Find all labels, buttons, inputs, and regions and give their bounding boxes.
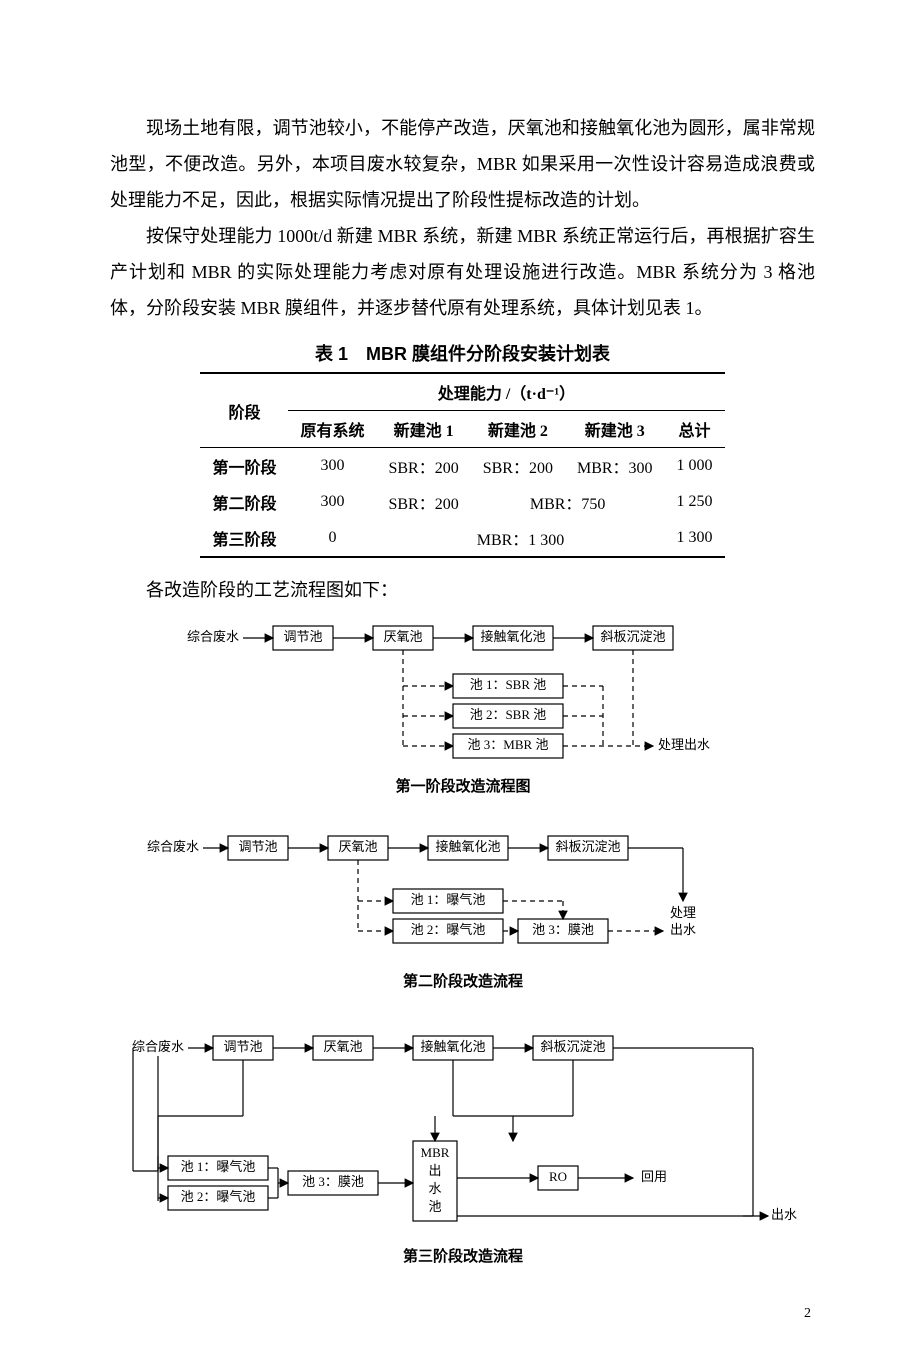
col-orig: 原有系统 — [288, 411, 376, 448]
table-row: 第一阶段 300 SBR：200 SBR：200 MBR：300 1 000 — [200, 448, 724, 485]
label-outflow: 出水 — [771, 1207, 797, 1222]
box-contact-ox: 接触氧化池 — [420, 1039, 485, 1054]
paragraph-2: 按保守处理能力 1000t/d 新建 MBR 系统，新建 MBR 系统正常运行后… — [110, 218, 815, 326]
box-ro: RO — [548, 1169, 566, 1184]
col-p1: 新建池 1 — [376, 411, 470, 448]
stage1-caption: 第一阶段改造流程图 — [395, 777, 530, 795]
box-incline-sed: 斜板沉淀池 — [600, 629, 665, 644]
label-wastewater: 综合废水 — [131, 1039, 183, 1054]
box-mbr-out-pool: MBR — [420, 1145, 449, 1160]
col-total: 总计 — [665, 411, 725, 448]
box-pool2-aer: 池 2：曝气池 — [180, 1189, 255, 1204]
svg-text:水: 水 — [428, 1181, 441, 1196]
box-anaerobic: 厌氧池 — [383, 629, 422, 644]
paragraph-1: 现场土地有限，调节池较小，不能停产改造，厌氧池和接触氧化池为圆形，属非常规池型，… — [110, 110, 815, 218]
col-p3: 新建池 3 — [565, 411, 665, 448]
stage2-caption: 第二阶段改造流程 — [402, 972, 522, 990]
paragraph-3: 各改造阶段的工艺流程图如下： — [110, 572, 815, 608]
box-incline-sed: 斜板沉淀池 — [540, 1039, 605, 1054]
box-anaerobic: 厌氧池 — [338, 839, 377, 854]
label-out: 出水 — [669, 922, 695, 937]
box-pool1-sbr: 池 1：SBR 池 — [469, 677, 546, 692]
label-treated-out: 处理出水 — [658, 737, 710, 752]
stage1-flowchart: 综合废水 调节池 厌氧池 接触氧化池 斜板沉淀池 池 1：SBR 池 池 2：S… — [143, 616, 783, 826]
svg-text:池: 池 — [428, 1199, 441, 1214]
stage2-flowchart: 综合废水 调节池 厌氧池 接触氧化池 斜板沉淀池 池 1：曝气池 池 2：曝气池… — [123, 826, 803, 1026]
box-pool2-aer: 池 2：曝气池 — [410, 922, 485, 937]
stage3-caption: 第三阶段改造流程 — [402, 1247, 522, 1265]
box-contact-ox: 接触氧化池 — [435, 839, 500, 854]
box-incline-sed: 斜板沉淀池 — [555, 839, 620, 854]
box-regulation: 调节池 — [223, 1039, 262, 1054]
col-stage-header: 阶段 — [200, 373, 288, 448]
stage3-flowchart: 综合废水 调节池 厌氧池 接触氧化池 斜板沉淀池 池 1：曝气池 池 2：曝气池… — [113, 1026, 813, 1286]
table-row: 第二阶段 300 SBR：200 MBR：750 1 250 — [200, 484, 724, 520]
box-pool3-mem: 池 3：膜池 — [532, 922, 594, 937]
table-title: 表 1 MBR 膜组件分阶段安装计划表 — [110, 340, 815, 366]
label-reuse: 回用 — [641, 1169, 667, 1184]
box-pool1-aer: 池 1：曝气池 — [410, 892, 485, 907]
label-treat: 处理 — [669, 905, 695, 920]
box-regulation: 调节池 — [283, 629, 322, 644]
table-row: 第三阶段 0 MBR：1 300 1 300 — [200, 520, 724, 557]
box-pool2-sbr: 池 2：SBR 池 — [469, 707, 546, 722]
col-p2: 新建池 2 — [471, 411, 565, 448]
svg-text:出: 出 — [428, 1163, 441, 1178]
mbr-stage-table: 阶段 处理能力 /（t·d⁻¹） 原有系统 新建池 1 新建池 2 新建池 3 … — [200, 372, 724, 558]
box-contact-ox: 接触氧化池 — [480, 629, 545, 644]
box-regulation: 调节池 — [238, 839, 277, 854]
label-wastewater: 综合废水 — [186, 629, 238, 644]
col-group-header: 处理能力 /（t·d⁻¹） — [288, 373, 724, 411]
box-anaerobic: 厌氧池 — [323, 1039, 362, 1054]
page-number: 2 — [110, 1306, 815, 1322]
box-pool3-mbr: 池 3：MBR 池 — [467, 737, 548, 752]
box-pool3-mem: 池 3：膜池 — [302, 1174, 364, 1189]
box-pool1-aer: 池 1：曝气池 — [180, 1159, 255, 1174]
label-wastewater: 综合废水 — [146, 839, 198, 854]
